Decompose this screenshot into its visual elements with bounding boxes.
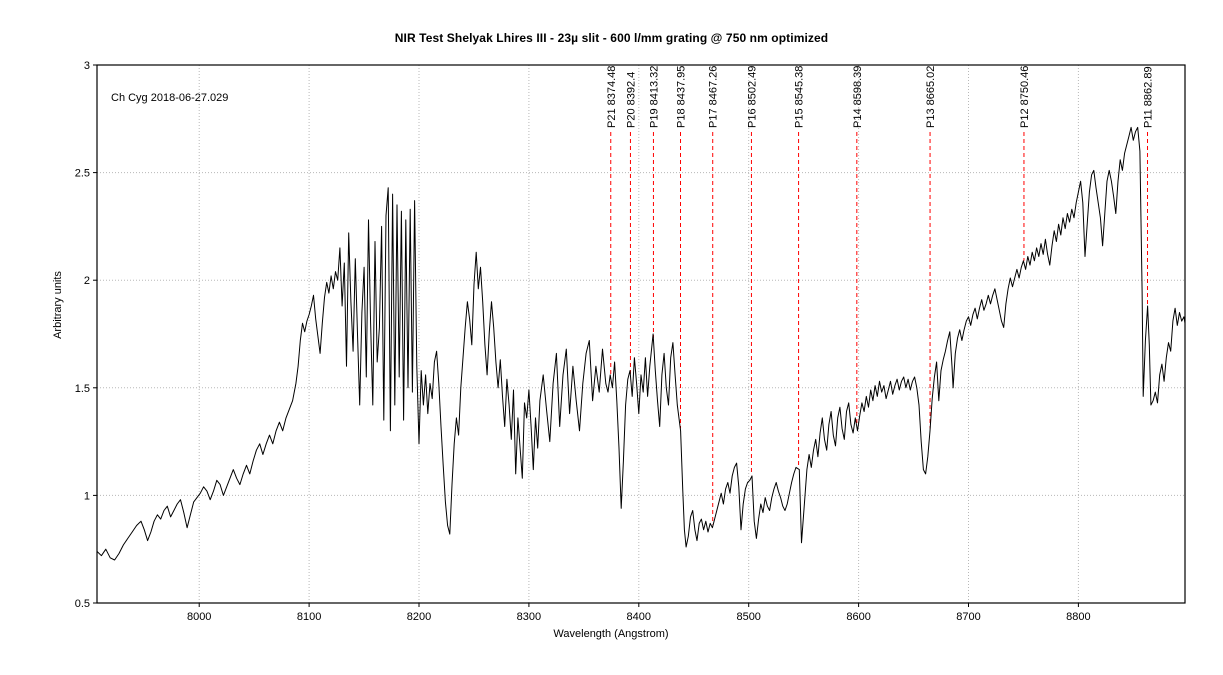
paschen-marker-label: P20 8392.4 [625, 72, 637, 128]
x-tick-label: 8600 [846, 611, 870, 623]
axis-layer: 8000 8100 8200 8300 8400 8500 8600 8700 8800 0.5 1… [75, 60, 1186, 623]
x-tick-label: 8200 [407, 611, 431, 623]
x-tick-label: 8300 [517, 611, 541, 623]
paschen-marker-label: P21 8374.48 [606, 66, 618, 128]
y-tick-label: 1.5 [75, 383, 90, 395]
y-axis-title: Arbitrary units [52, 271, 64, 339]
paschen-marker-label: P14 8598.39 [852, 66, 864, 128]
x-tick-label: 8100 [297, 611, 321, 623]
spectrum-curve [96, 126, 1186, 561]
spectrum-curve-layer [96, 126, 1186, 561]
chart-title: NIR Test Shelyak Lhires III - 23µ slit -… [394, 31, 829, 45]
paschen-marker-label: P19 8413.32 [648, 66, 660, 128]
x-tick-label: 8700 [956, 611, 980, 623]
grid-layer [97, 65, 1185, 603]
paschen-marker-label: P17 8467.26 [708, 66, 720, 128]
y-tick-label: 2.5 [75, 168, 90, 180]
paschen-line-markers: P21 8374.48 P20 8392.4 P19 8413.32 P18 8437… [606, 66, 1155, 525]
paschen-marker-label: P15 8545.38 [794, 66, 806, 128]
plot-border [96, 64, 1186, 604]
paschen-marker-label: P13 8665.02 [925, 66, 937, 128]
x-tick-label: 8000 [187, 611, 211, 623]
y-tick-label: 1 [84, 490, 90, 502]
y-tick-label: 0.5 [75, 598, 90, 610]
x-tick-label: 8500 [736, 611, 760, 623]
paschen-marker-label: P18 8437.95 [676, 66, 688, 128]
paschen-marker-label: P12 8750.46 [1019, 66, 1031, 128]
x-axis-title: Wavelength (Angstrom) [553, 628, 668, 640]
x-tick-label: 8400 [627, 611, 651, 623]
y-tick-label: 2 [84, 275, 90, 287]
y-tick-label: 3 [84, 60, 90, 72]
paschen-marker-label: P16 8502.49 [746, 66, 758, 128]
x-tick-label: 8800 [1066, 611, 1090, 623]
paschen-marker-label: P11 8862.89 [1143, 66, 1155, 128]
